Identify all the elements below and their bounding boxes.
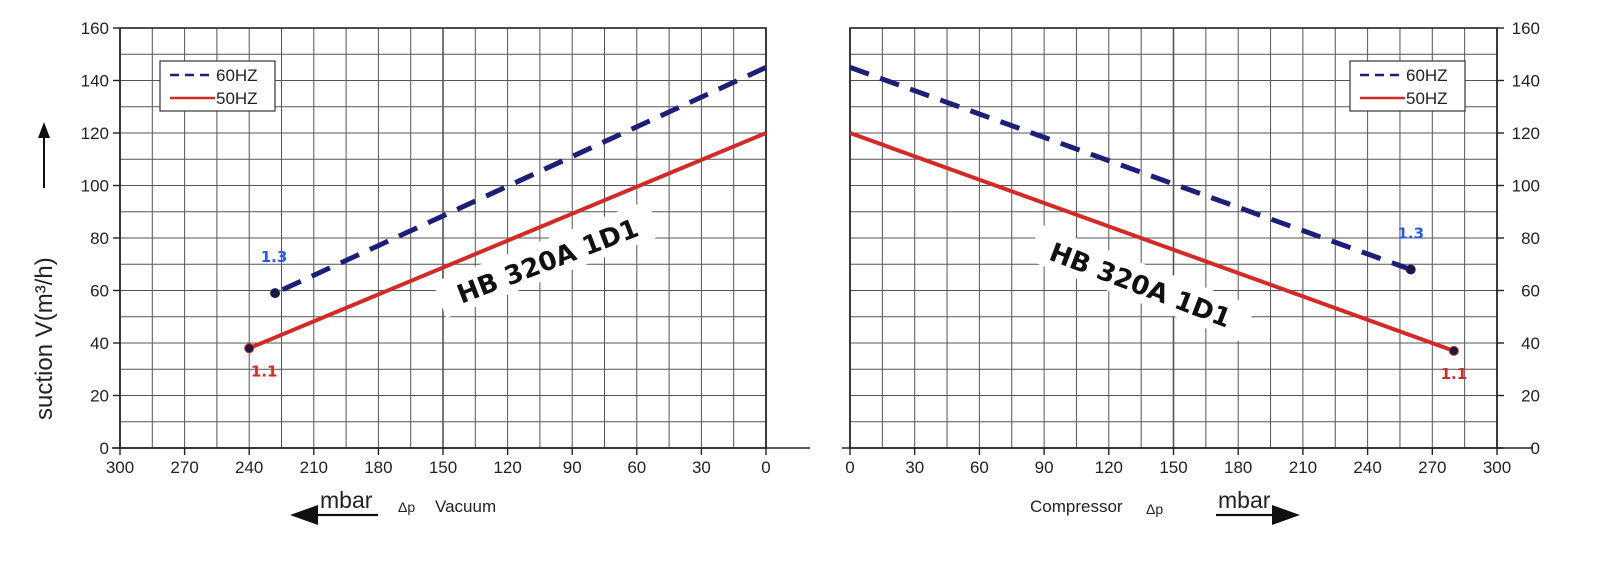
x-axis-title: Vacuum <box>435 497 496 516</box>
series-end-label-60hz: 1.3 <box>261 248 288 266</box>
x-tick-label: 120 <box>493 458 521 477</box>
series-line-50hz <box>849 131 1455 353</box>
series-end-label-60hz: 1.3 <box>1397 225 1424 243</box>
y-tick-label: 20 <box>90 387 109 406</box>
x-tick-label: 60 <box>627 458 646 477</box>
y-axis-title-group: suction V(m³/h) <box>31 122 58 420</box>
x-tick-label: 150 <box>1159 458 1187 477</box>
arrow-left-head-icon <box>290 505 318 525</box>
series-endpoint-50hz <box>244 343 255 354</box>
y-tick-label: 0 <box>100 439 109 458</box>
arrow-right-head-icon <box>1272 505 1300 525</box>
y-tick-label: 20 <box>1521 387 1540 406</box>
legend-label: 60HZ <box>216 66 258 85</box>
legend: 60HZ 50HZ <box>1349 60 1466 112</box>
model-label-background <box>1026 224 1256 343</box>
y-tick-label: 60 <box>90 282 109 301</box>
arrow-up-head-icon <box>38 122 50 138</box>
y-tick-label: 40 <box>90 334 109 353</box>
y-tick-label: 80 <box>1521 229 1540 248</box>
legend-box <box>159 60 276 112</box>
model-label-background <box>432 200 662 319</box>
legend-box <box>1349 60 1466 112</box>
x-tick-label: 180 <box>364 458 392 477</box>
series-endpoint-50hz <box>1448 345 1459 356</box>
x-tick-label: 150 <box>429 458 457 477</box>
delta-p-symbol: Δp <box>398 499 415 515</box>
delta-p-symbol: Δp <box>1146 501 1163 517</box>
y-tick-label: 100 <box>81 177 109 196</box>
x-tick-label: 300 <box>1483 458 1511 477</box>
x-tick-label: 180 <box>1224 458 1252 477</box>
y-tick-label: 60 <box>1521 282 1540 301</box>
x-axis-caption: mbar Δp Vacuum <box>290 487 496 525</box>
x-tick-label: 90 <box>563 458 582 477</box>
legend-label: 50HZ <box>216 89 258 108</box>
x-tick-label: 120 <box>1095 458 1123 477</box>
x-tick-label: 240 <box>1353 458 1381 477</box>
y-tick-label: 120 <box>81 124 109 143</box>
x-tick-label: 90 <box>1035 458 1054 477</box>
x-tick-label: 300 <box>106 458 134 477</box>
series-line-60hz <box>849 65 1412 272</box>
chart-panel-2: 0 30 60 90 120 150 180 210 240 270 300 0 20 40 60 80 100… <box>842 19 1540 525</box>
unit-label: mbar <box>320 487 373 513</box>
series-end-label-50hz: 1.1 <box>251 362 278 380</box>
series-endpoint-60hz <box>270 288 281 299</box>
y-tick-label: 160 <box>1512 19 1540 38</box>
y-tick-label: 160 <box>81 19 109 38</box>
legend: 60HZ 50HZ <box>159 60 276 112</box>
x-tick-label: 0 <box>845 458 854 477</box>
y-tick-label: 80 <box>90 229 109 248</box>
y-tick-label: 140 <box>81 72 109 91</box>
series-end-label-50hz: 1.1 <box>1441 365 1468 383</box>
x-tick-label: 240 <box>235 458 263 477</box>
y-tick-label: 140 <box>1512 72 1540 91</box>
x-tick-label: 60 <box>970 458 989 477</box>
legend-label: 60HZ <box>1406 66 1448 85</box>
model-label: HB 320A 1D1 <box>1045 238 1235 335</box>
x-axis-caption: Compressor Δp mbar <box>1030 487 1300 525</box>
legend-label: 50HZ <box>1406 89 1448 108</box>
x-tick-label: 270 <box>1418 458 1446 477</box>
chart-panel-1: 300 270 240 210 180 150 120 90 60 30 0020406080100… <box>31 19 810 525</box>
x-tick-label: 0 <box>761 458 770 477</box>
unit-label: mbar <box>1218 487 1271 513</box>
y-tick-label: 0 <box>1531 439 1540 458</box>
series-line-50hz <box>248 131 767 351</box>
y-tick-label: 120 <box>1512 124 1540 143</box>
x-axis-title: Compressor <box>1030 497 1123 516</box>
x-tick-label: 210 <box>1289 458 1317 477</box>
x-tick-label: 30 <box>692 458 711 477</box>
model-label: HB 320A 1D1 <box>453 214 643 311</box>
x-tick-label: 210 <box>300 458 328 477</box>
y-axis-title: suction V(m³/h) <box>31 257 58 420</box>
series-endpoint-60hz <box>1405 264 1416 275</box>
y-tick-label: 40 <box>1521 334 1540 353</box>
x-tick-label: 270 <box>170 458 198 477</box>
x-tick-label: 30 <box>905 458 924 477</box>
y-tick-label: 100 <box>1512 177 1540 196</box>
series-line-60hz <box>273 65 768 296</box>
